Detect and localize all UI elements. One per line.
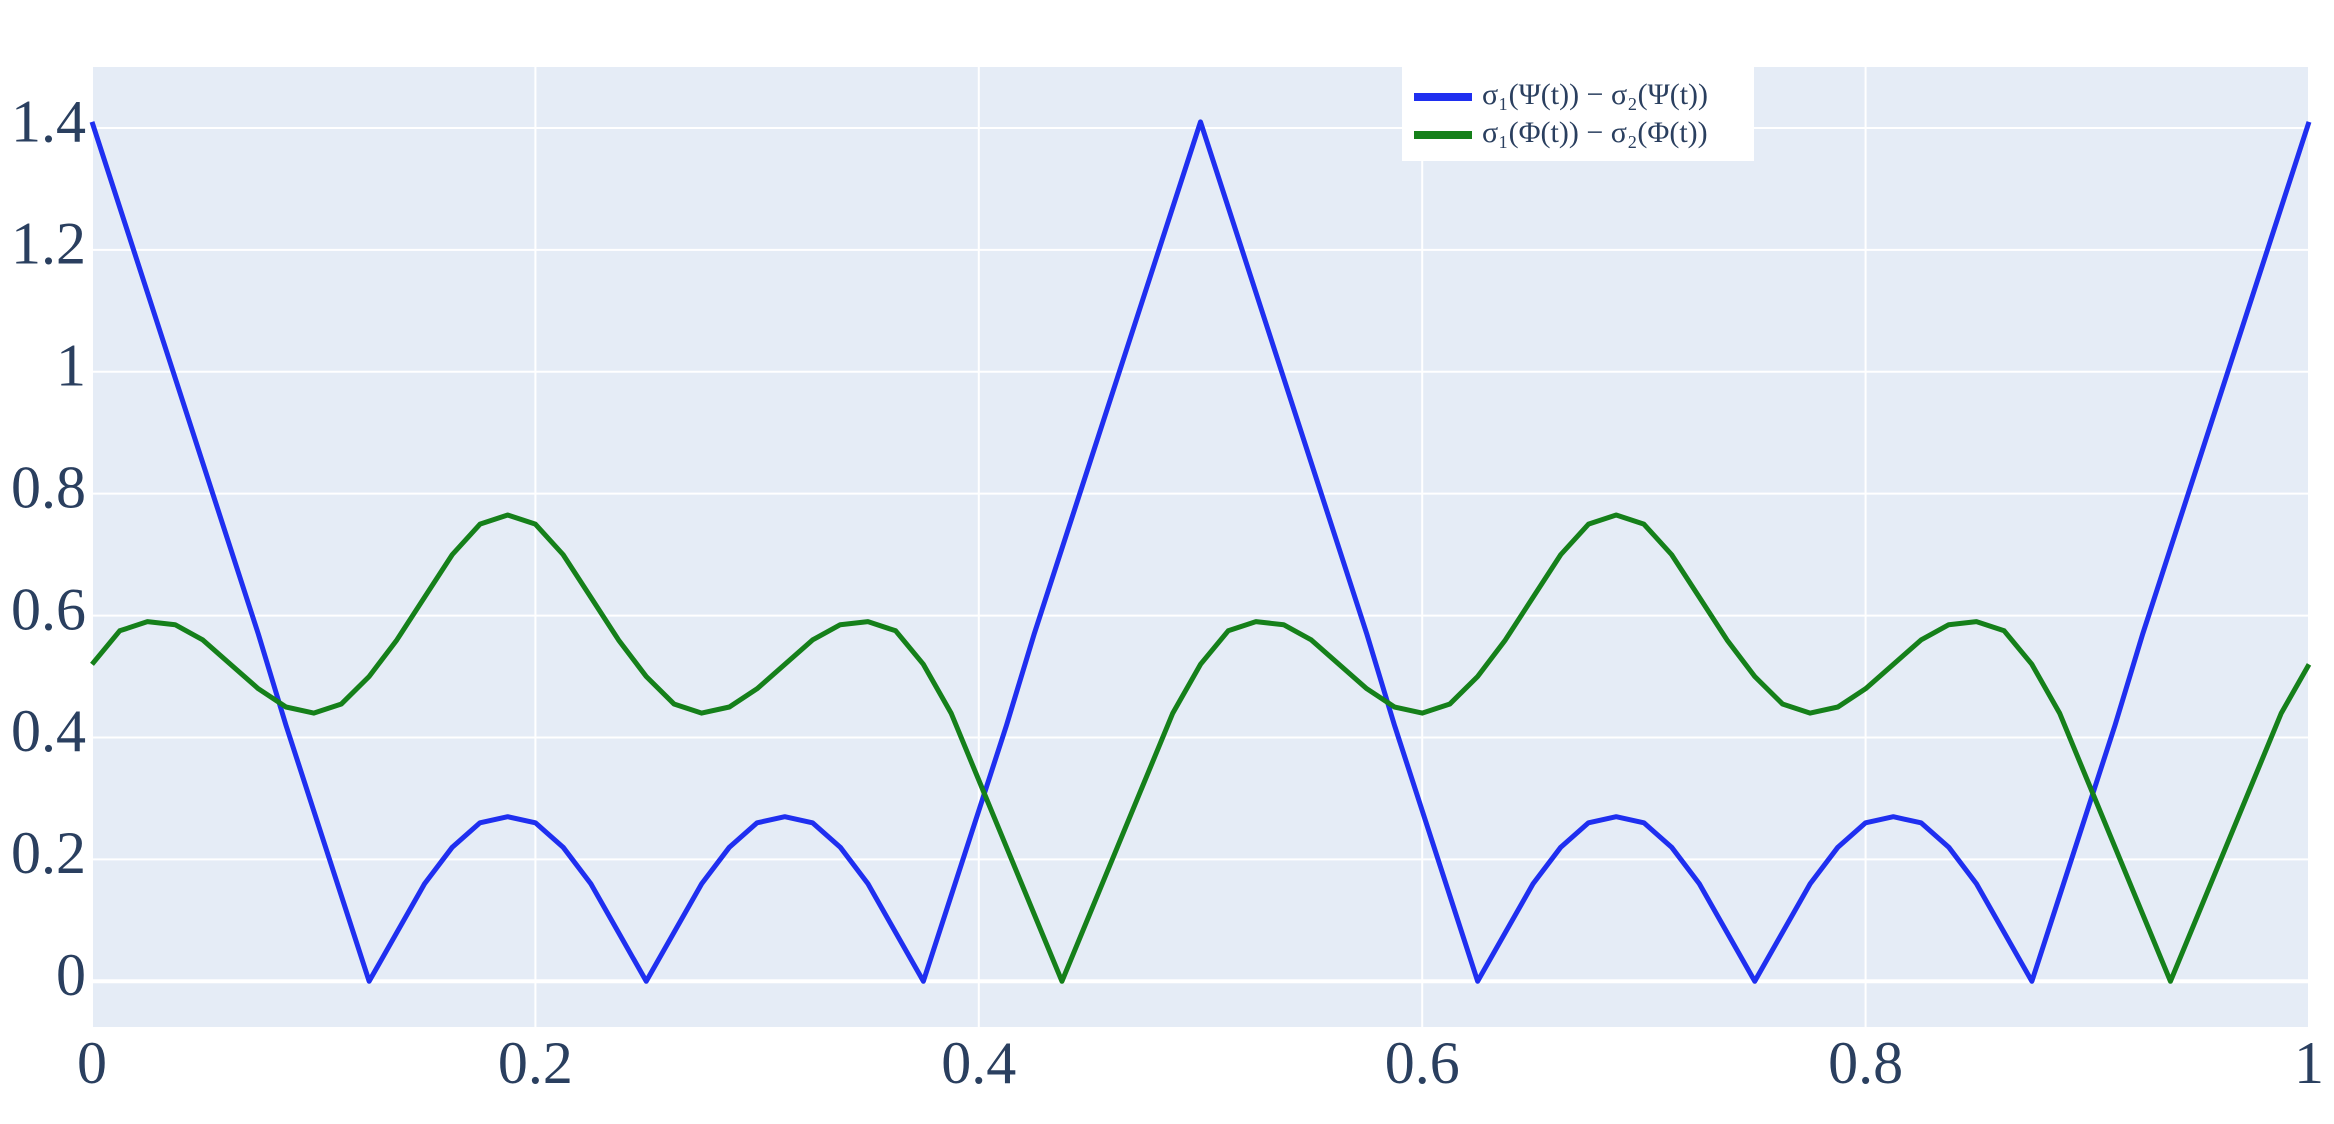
y-tick-label: 0 (56, 942, 86, 1008)
y-tick-label: 0.6 (11, 576, 86, 642)
y-tick-label: 1.4 (11, 89, 86, 155)
legend-label: σ₁(Φ(t)) − σ₂(Φ(t)) (1482, 116, 1708, 149)
x-tick-label: 0.8 (1828, 1030, 1903, 1096)
x-tick-label: 0.4 (941, 1030, 1016, 1096)
x-tick-label: 0.2 (498, 1030, 573, 1096)
x-tick-label: 1 (2294, 1030, 2324, 1096)
legend: σ₁(Ψ(t)) − σ₂(Ψ(t)) σ₁(Φ(t)) − σ₂(Φ(t)) (1402, 67, 1754, 161)
x-tick-label: 0.6 (1385, 1030, 1460, 1096)
x-tick-label: 0 (77, 1030, 107, 1096)
y-tick-label: 1.2 (11, 211, 86, 277)
legend-box (1402, 67, 1754, 161)
series-line (90, 512, 2312, 984)
y-tick-label: 1 (56, 333, 86, 399)
legend-label: σ₁(Ψ(t)) − σ₂(Ψ(t)) (1482, 78, 1708, 111)
y-tick-label: 0.4 (11, 698, 86, 764)
y-tick-label: 0.2 (11, 820, 86, 886)
y-tick-label: 0.8 (11, 454, 86, 520)
series-line (89, 119, 2312, 984)
